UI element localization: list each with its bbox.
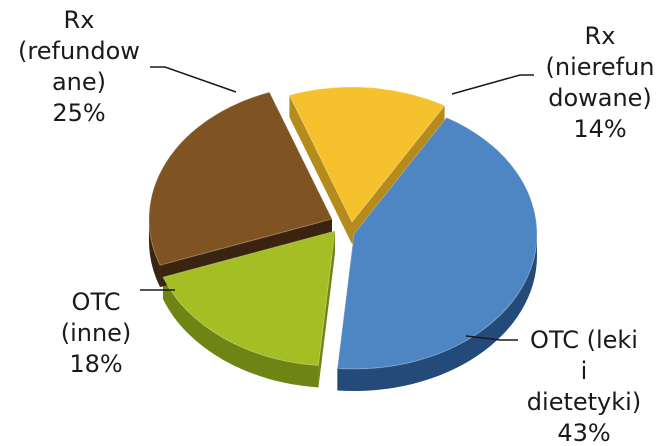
slice-category-label: ane) xyxy=(52,68,106,96)
slice-percent-label: 43% xyxy=(557,419,610,446)
pie-slice xyxy=(148,91,333,266)
leader-line xyxy=(465,335,518,341)
slice-cut-wall xyxy=(289,95,352,244)
slice-category-label: Rx xyxy=(585,22,616,50)
slice-category-label: i xyxy=(581,357,588,385)
leader-line xyxy=(451,74,534,95)
slice-category-label: dowane) xyxy=(548,84,652,112)
leader-lines xyxy=(140,66,534,341)
slice-category-label: OTC (leki xyxy=(530,326,638,354)
slice-category-label: (refundow xyxy=(18,37,140,65)
slice-category-label: dietetyki) xyxy=(527,388,641,416)
slice-percent-label: 18% xyxy=(69,350,122,378)
slice-category-label: OTC xyxy=(72,288,121,316)
slice-labels: Rx (nierefun dowane) 14% OTC (leki i dietetyki… xyxy=(18,6,654,446)
slice-category-label: Rx xyxy=(64,6,95,34)
leader-line xyxy=(150,66,237,93)
pie-slice xyxy=(336,116,538,370)
slice-side-wall xyxy=(337,234,537,391)
pie-slice xyxy=(288,86,446,223)
slice-percent-label: 14% xyxy=(573,115,626,143)
slice-category-label: (nierefun xyxy=(546,53,655,81)
slice-percent-label: 25% xyxy=(52,99,105,127)
slice-side-wall xyxy=(163,277,319,388)
slice-cut-wall xyxy=(318,231,335,388)
slice-side-wall xyxy=(149,219,161,288)
slice-category-label: (inne) xyxy=(61,319,132,347)
slice-tops xyxy=(148,86,538,370)
